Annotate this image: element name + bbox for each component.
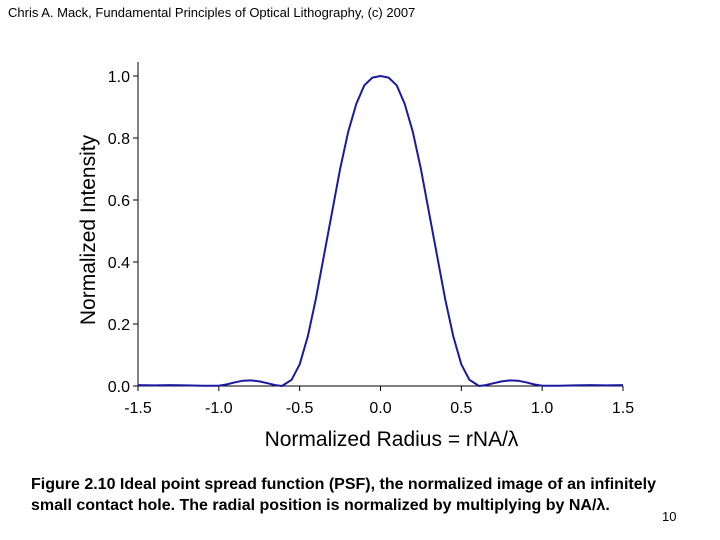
- x-tick-label: 0.5: [450, 400, 472, 417]
- chart-ticks: 0.0 0.2 0.4 0.6 0.8 1.0 -1.5 -1.0 -0.5 0.0 0.5 1.0 1…: [108, 69, 634, 417]
- x-tick-label: -0.5: [286, 400, 314, 417]
- page-number: 10: [662, 509, 677, 524]
- caption-line-2: small contact hole. The radial position …: [31, 497, 610, 514]
- psf-chart: 0.0 0.2 0.4 0.6 0.8 1.0 -1.5 -1.0 -0.5 0.0 0.5 1.0 1…: [77, 62, 634, 451]
- y-tick-label: 0.2: [108, 317, 130, 334]
- x-tick-label: 0.0: [369, 400, 391, 417]
- x-tick-label: -1.5: [124, 400, 152, 417]
- chart-axes: [137, 62, 623, 387]
- header-citation: Chris A. Mack, Fundamental Principles of…: [8, 5, 416, 20]
- y-tick-label: 0.4: [108, 255, 130, 272]
- x-tick-label: 1.0: [531, 400, 553, 417]
- psf-intensity-line: [137, 75, 624, 387]
- y-tick-label: 1.0: [108, 69, 130, 86]
- x-axis-title: Normalized Radius = rNA/λ: [265, 428, 519, 451]
- figure-caption: Figure 2.10 Ideal point spread function …: [31, 474, 701, 516]
- y-tick-label: 0.6: [108, 193, 130, 210]
- x-tick-label: -1.0: [205, 400, 233, 417]
- y-axis-title: Normalized Intensity: [77, 134, 100, 325]
- y-tick-label: 0.8: [108, 131, 130, 148]
- y-tick-label: 0.0: [108, 379, 130, 396]
- chart-series: [137, 75, 624, 387]
- caption-line-1: Figure 2.10 Ideal point spread function …: [31, 476, 656, 493]
- x-tick-label: 1.5: [612, 400, 634, 417]
